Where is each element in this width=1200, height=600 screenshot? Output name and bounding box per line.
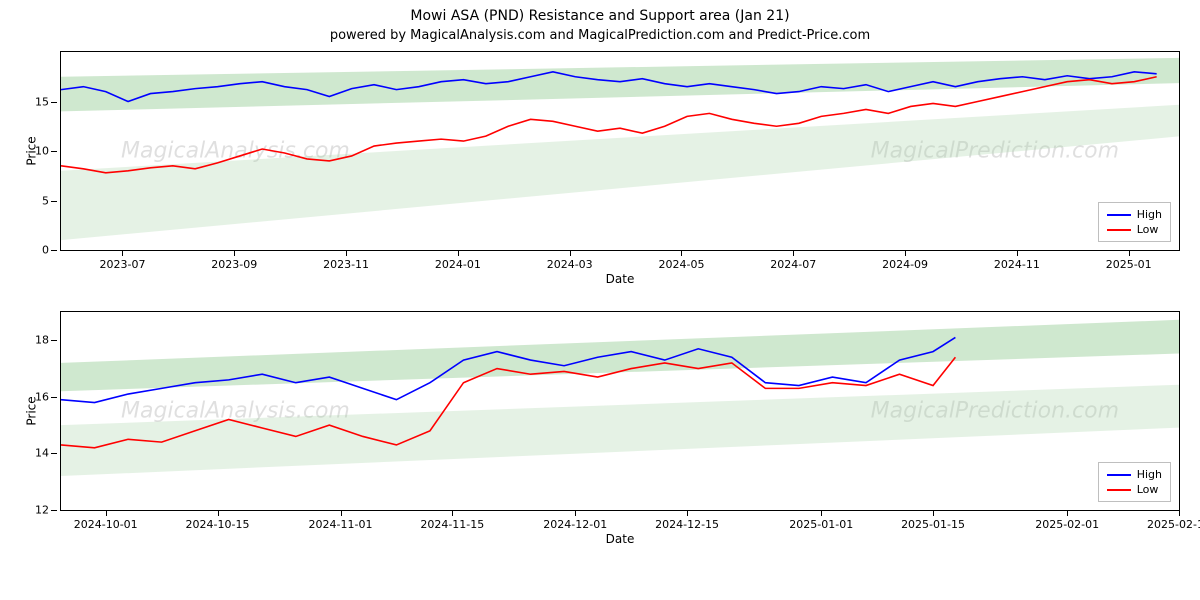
legend-swatch-low [1107, 489, 1131, 491]
legend-label-low: Low [1137, 483, 1159, 496]
ytick-label: 5 [42, 194, 49, 207]
xtick [821, 510, 822, 516]
xlabel-bottom: Date [606, 532, 635, 546]
ytick [51, 397, 57, 398]
legend-swatch-low [1107, 229, 1131, 231]
xtick-label: 2023-09 [211, 258, 257, 271]
xtick [933, 510, 934, 516]
xtick [458, 250, 459, 256]
xtick-label: 2023-07 [100, 258, 146, 271]
xtick-label: 2024-12-15 [655, 518, 719, 531]
xtick [1179, 510, 1180, 516]
ytick-label: 15 [35, 95, 49, 108]
xtick-label: 2024-12-01 [543, 518, 607, 531]
ytick-label: 0 [42, 244, 49, 257]
legend-label-high: High [1137, 468, 1162, 481]
legend-swatch-high [1107, 474, 1131, 476]
xtick-label: 2025-01-15 [901, 518, 965, 531]
legend-label-high: High [1137, 208, 1162, 221]
xtick-label: 2025-01 [1106, 258, 1152, 271]
xtick-label: 2024-09 [882, 258, 928, 271]
chart-subtitle: powered by MagicalAnalysis.com and Magic… [0, 24, 1200, 47]
legend-row-low: Low [1107, 482, 1162, 497]
xtick-label: 2024-07 [770, 258, 816, 271]
ytick [51, 250, 57, 251]
legend-top: High Low [1098, 202, 1171, 242]
ytick-label: 18 [35, 334, 49, 347]
ytick [51, 201, 57, 202]
xtick-label: 2024-10-01 [74, 518, 138, 531]
xtick [1017, 250, 1018, 256]
xtick [218, 510, 219, 516]
xtick-label: 2025-02-15 [1147, 518, 1200, 531]
ytick [51, 151, 57, 152]
xtick-label: 2024-11-15 [420, 518, 484, 531]
xtick [681, 250, 682, 256]
xtick [106, 510, 107, 516]
chart-title: Mowi ASA (PND) Resistance and Support ar… [0, 0, 1200, 24]
xtick-label: 2024-05 [659, 258, 705, 271]
xlabel-top: Date [606, 272, 635, 286]
legend-row-high: High [1107, 467, 1162, 482]
plot-svg-top [61, 52, 1179, 250]
xtick-label: 2024-11 [994, 258, 1040, 271]
xtick [452, 510, 453, 516]
ytick [51, 453, 57, 454]
xtick [793, 250, 794, 256]
xtick [575, 510, 576, 516]
figure-container: Mowi ASA (PND) Resistance and Support ar… [0, 0, 1200, 600]
xtick-label: 2024-10-15 [186, 518, 250, 531]
legend-row-low: Low [1107, 222, 1162, 237]
chart-panel-bottom: Price Date MagicalAnalysis.com MagicalPr… [60, 311, 1180, 511]
chart-panel-top: Price Date MagicalAnalysis.com MagicalPr… [60, 51, 1180, 251]
legend-bottom: High Low [1098, 462, 1171, 502]
xtick [346, 250, 347, 256]
plot-svg-bottom [61, 312, 1179, 510]
ytick-label: 16 [35, 390, 49, 403]
legend-row-high: High [1107, 207, 1162, 222]
ytick-label: 14 [35, 447, 49, 460]
xtick [1067, 510, 1068, 516]
xtick [687, 510, 688, 516]
xtick-label: 2025-02-01 [1035, 518, 1099, 531]
ytick-label: 12 [35, 504, 49, 517]
xtick [570, 250, 571, 256]
xtick-label: 2024-01 [435, 258, 481, 271]
xtick [122, 250, 123, 256]
xtick [341, 510, 342, 516]
ytick [51, 340, 57, 341]
legend-swatch-high [1107, 214, 1131, 216]
xtick [1129, 250, 1130, 256]
ytick [51, 102, 57, 103]
xtick [905, 250, 906, 256]
xtick-label: 2024-03 [547, 258, 593, 271]
ytick [51, 510, 57, 511]
xtick-label: 2023-11 [323, 258, 369, 271]
xtick-label: 2024-11-01 [309, 518, 373, 531]
ytick-label: 10 [35, 145, 49, 158]
xtick-label: 2025-01-01 [789, 518, 853, 531]
xtick [234, 250, 235, 256]
legend-label-low: Low [1137, 223, 1159, 236]
